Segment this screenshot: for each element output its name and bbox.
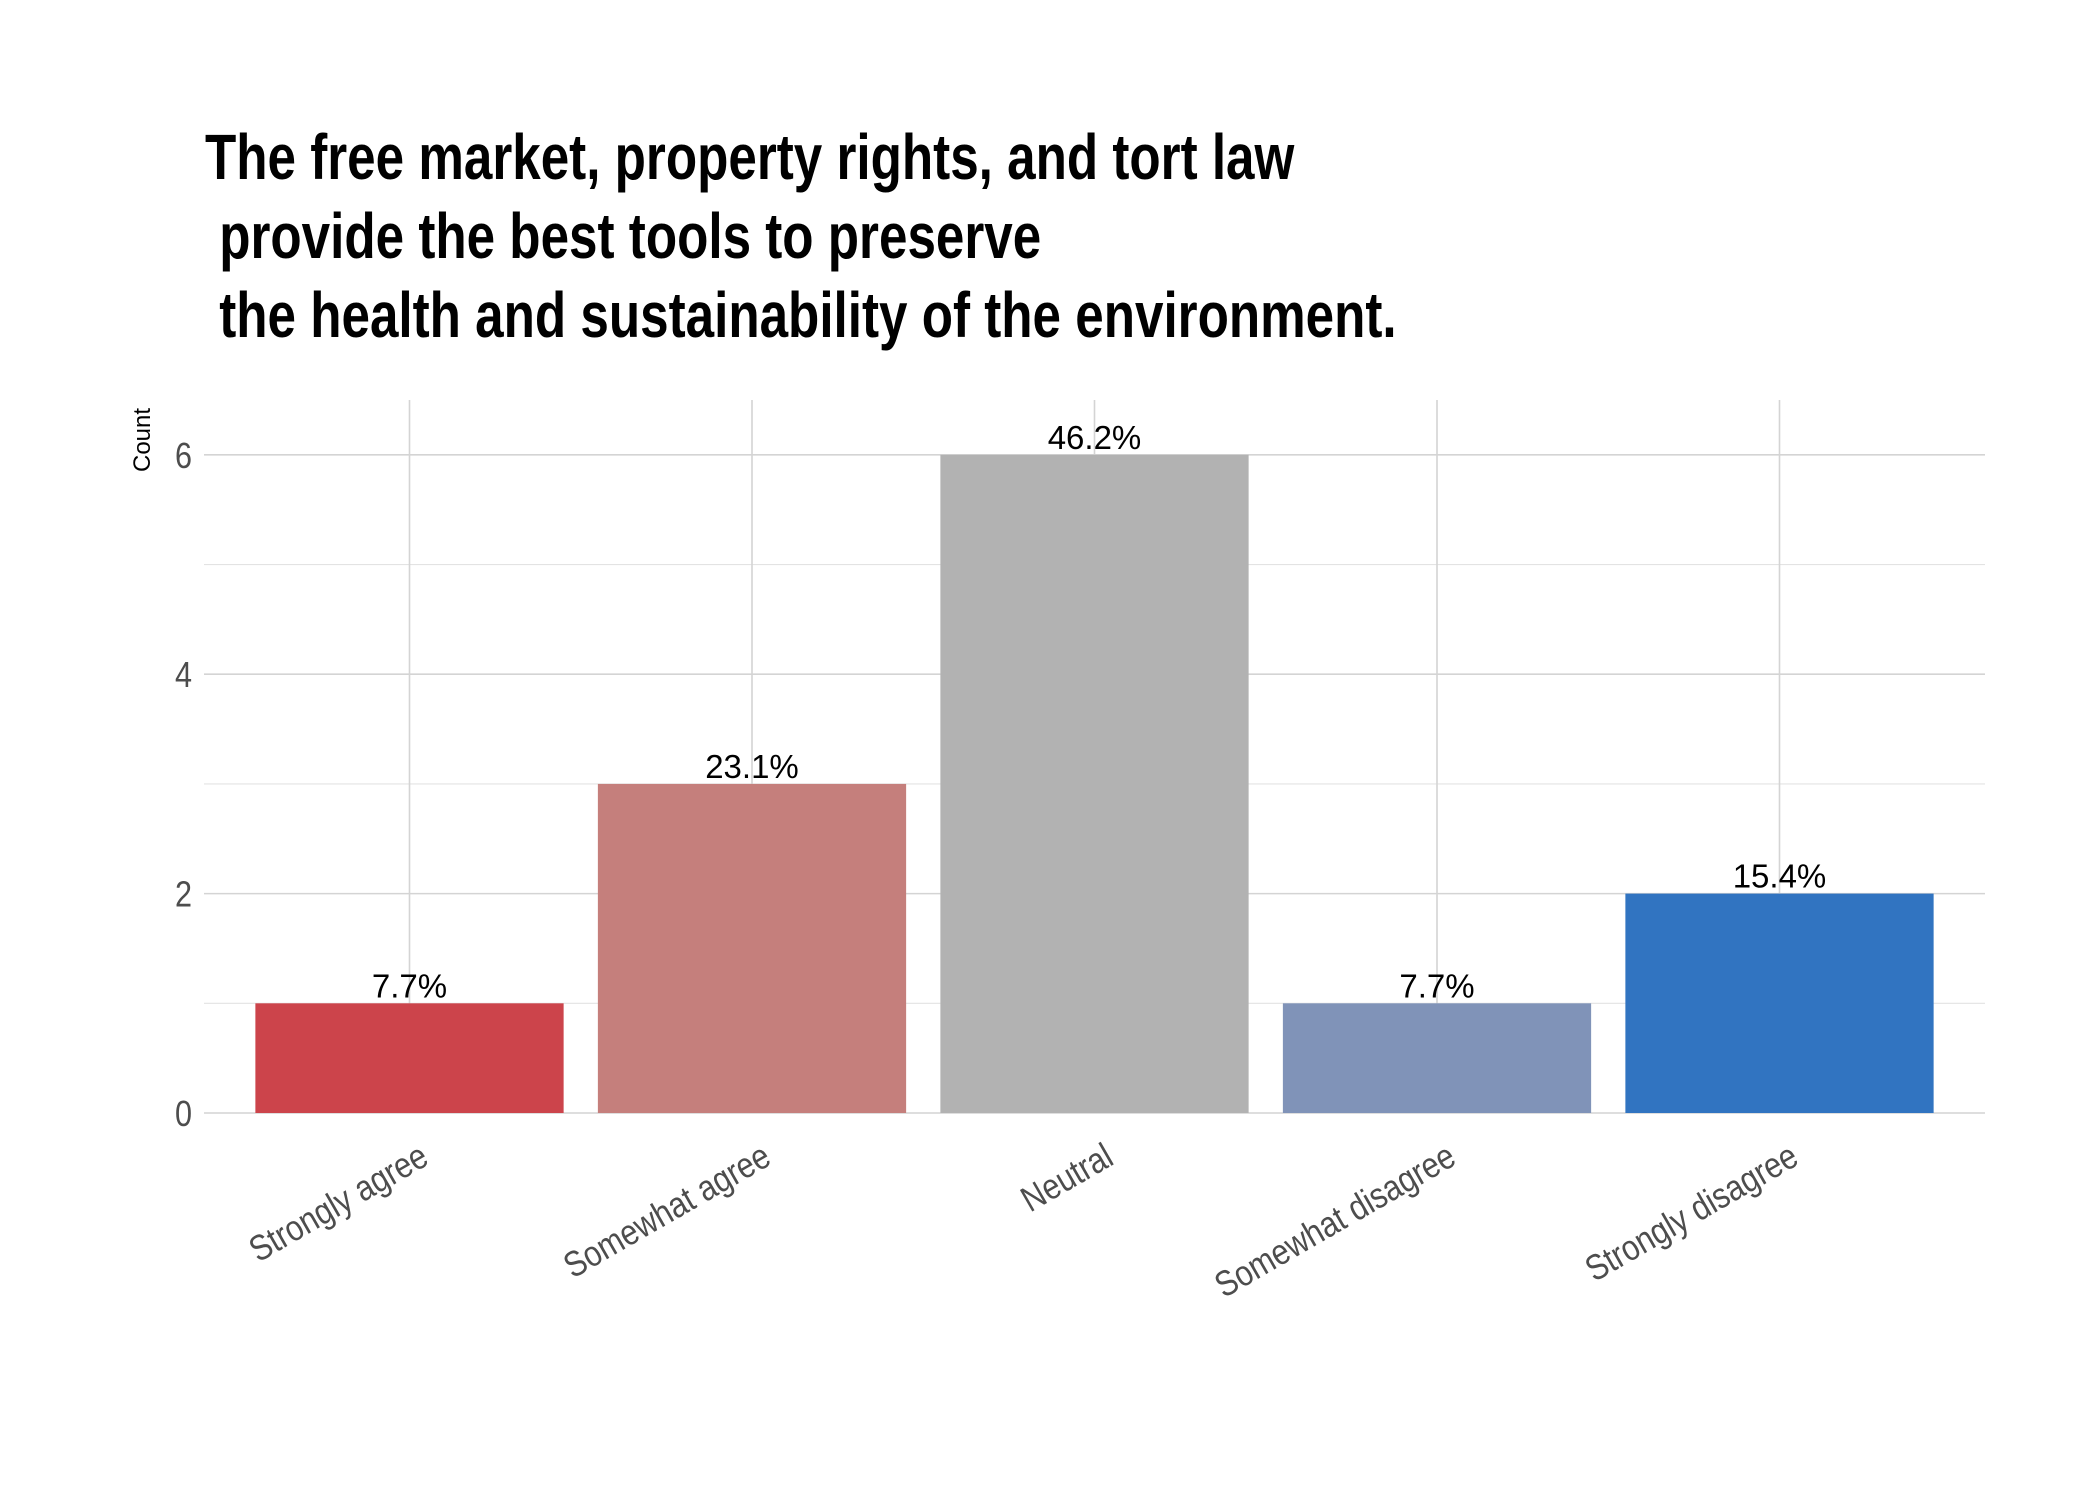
x-tick-label: Strongly agree (243, 1136, 435, 1270)
x-tick: Strongly disagree (1579, 1136, 1805, 1290)
title: The free market, property rights, and to… (205, 123, 1397, 352)
value-label: 23.1% (705, 748, 799, 785)
y-axis-label: Count (129, 408, 156, 472)
x-tick: Somewhat disagree (1208, 1136, 1462, 1306)
chart-title: The free market, property rights, and to… (205, 123, 1295, 194)
value-label: 7.7% (372, 967, 447, 1004)
bar (1282, 1003, 1592, 1113)
y-tick-label: 6 (175, 437, 192, 477)
bar (597, 783, 907, 1113)
y-tick-label: 0 (175, 1095, 192, 1135)
x-tick-label: Neutral (1014, 1136, 1119, 1220)
y-tick-label: 2 (175, 875, 192, 915)
bar (255, 1003, 564, 1113)
chart-title: provide the best tools to preserve (205, 202, 1041, 273)
x-tick: Strongly agree (243, 1136, 435, 1270)
x-tick: Neutral (1014, 1136, 1119, 1220)
x-tick-label: Strongly disagree (1579, 1136, 1805, 1290)
chart-title: the health and sustainability of the env… (205, 281, 1397, 352)
value-label: 46.2% (1048, 419, 1142, 456)
bar (940, 454, 1249, 1113)
x-tick-label: Somewhat disagree (1208, 1136, 1462, 1306)
value-label: 15.4% (1733, 858, 1827, 895)
x-tick: Somewhat agree (557, 1136, 777, 1286)
bar (1625, 893, 1934, 1113)
y-tick-label: 4 (175, 656, 192, 696)
value-label: 7.7% (1399, 967, 1474, 1004)
x-tick-label: Somewhat agree (557, 1136, 777, 1286)
